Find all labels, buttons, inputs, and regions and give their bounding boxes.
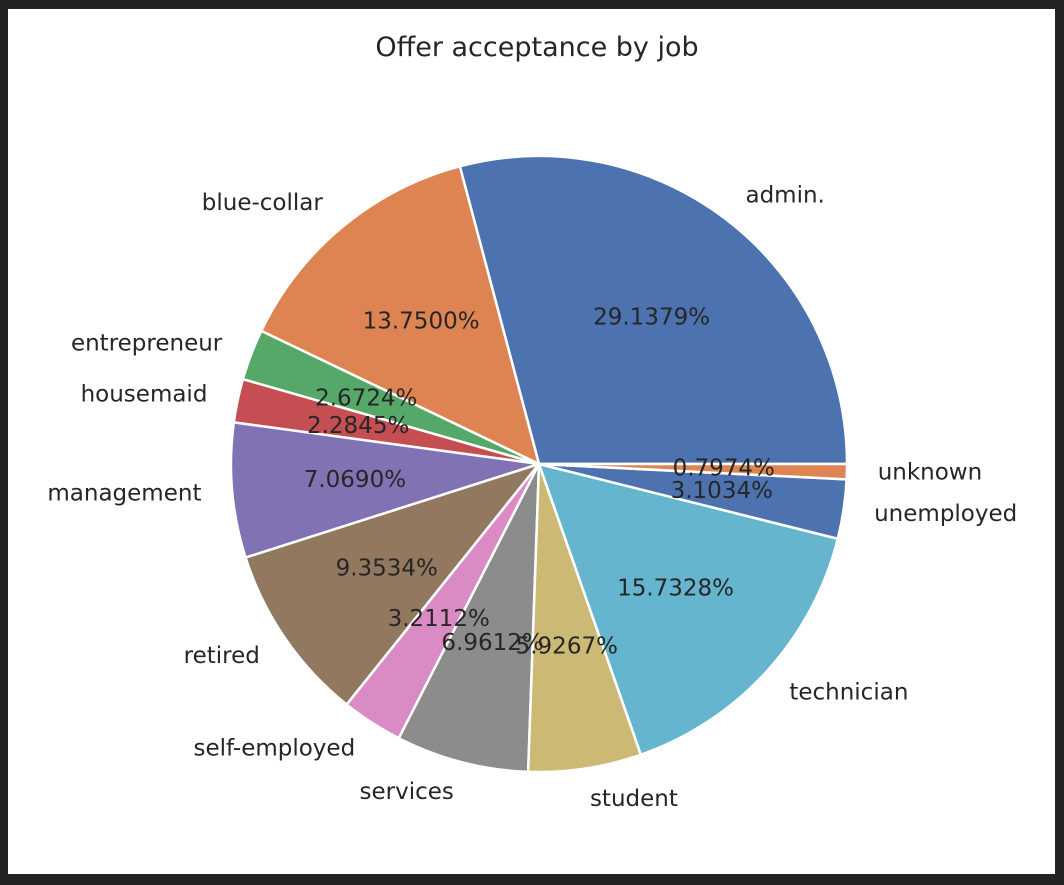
slice-label-blue-collar: blue-collar xyxy=(202,190,324,216)
pie-slice-blue-collar xyxy=(259,165,541,466)
slice-label-entrepreneur: entrepreneur xyxy=(71,331,223,357)
percent-label-services: 6.9612% xyxy=(441,630,543,656)
percent-label-housemaid: 2.2845% xyxy=(307,413,409,439)
slice-label-housemaid: housemaid xyxy=(81,381,208,407)
chart-frame: Offer acceptance by job admin. blue-colla… xyxy=(8,9,1055,874)
percent-label-unemployed: 3.1034% xyxy=(671,478,773,504)
pie-slice-retired xyxy=(244,462,541,706)
slice-label-management: management xyxy=(47,480,201,506)
pie-slice-technician xyxy=(537,462,840,756)
pie-chart: Offer acceptance by job admin. blue-colla… xyxy=(47,32,1017,812)
chart-title: Offer acceptance by job xyxy=(375,32,698,63)
percent-label-self-employed: 3.2112% xyxy=(388,606,490,632)
pie-slices xyxy=(229,154,849,774)
percent-label-retired: 9.3534% xyxy=(336,556,438,582)
percent-label-technician: 15.7328% xyxy=(617,576,734,602)
slice-label-unknown: unknown xyxy=(878,459,983,485)
slice-labels: admin. blue-collar entrepreneur housemaid ma… xyxy=(47,182,1017,812)
percent-label-student: 5.9267% xyxy=(516,634,618,660)
slice-label-unemployed: unemployed xyxy=(874,501,1017,527)
percent-label-management: 7.0690% xyxy=(304,467,406,493)
percent-label-unknown: 0.7974% xyxy=(673,456,775,482)
slice-label-services: services xyxy=(360,779,454,805)
percent-label-admin: 29.1379% xyxy=(593,304,710,330)
slice-label-admin: admin. xyxy=(745,182,824,208)
slice-label-self-employed: self-employed xyxy=(194,736,356,762)
pie-slice-services xyxy=(397,462,541,774)
pie-slice-management xyxy=(229,421,541,559)
pie-slice-unknown xyxy=(537,462,849,481)
percent-label-entrepreneur: 2.6724% xyxy=(315,385,417,411)
slice-label-technician: technician xyxy=(789,679,908,705)
percent-label-blue-collar: 13.7500% xyxy=(363,309,480,335)
slice-label-student: student xyxy=(590,786,678,812)
pie-slice-admin xyxy=(458,154,849,466)
percent-labels: 29.1379% 13.7500% 2.6724%2.2845% 7.0690% 9.3… xyxy=(304,304,775,659)
slice-label-retired: retired xyxy=(184,643,260,669)
